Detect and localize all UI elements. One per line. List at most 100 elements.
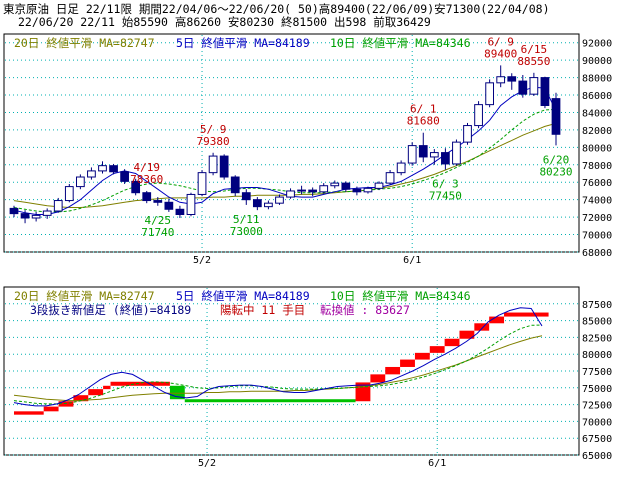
brick-up [385,366,401,375]
y-tick-label: 92000 [582,39,612,50]
candle-down [20,213,30,219]
ma10-line [13,324,543,405]
candle-panel-frame [3,33,580,253]
y-tick-label: 82500 [582,333,612,344]
y-tick-label: 65000 [582,451,612,462]
candle-down [518,80,528,95]
brick-up [14,411,44,415]
x-tick-label: 6/1 [403,255,421,266]
brick-up [88,389,104,396]
candle-up [463,125,472,143]
y-tick-label: 74000 [582,196,612,207]
annotation-price: 80230 [539,165,572,178]
candle-down [230,176,240,194]
status-text-0: 3段抜き新値足 (終値)=84189 [30,303,191,317]
candle-down [131,180,141,194]
y-tick-label: 87500 [582,300,612,311]
legend-ma5: 5日 終値平滑 MA=84189 [176,289,310,303]
candle-down [9,207,19,215]
y-tick-label: 82000 [582,126,612,137]
candle-up [197,172,207,195]
x-tick-label: 6/1 [428,458,446,469]
candle-up [363,187,373,193]
candle-series [9,65,561,224]
candle-down [175,208,185,216]
break-panel-status: 3段抜き新値足 (終値)=84189 陽転中 11 手目 転換値 : 83627 [30,303,410,317]
annotation-price: 79380 [197,135,230,148]
y-tick-label: 77500 [582,367,612,378]
y-tick-label: 68000 [582,248,612,259]
y-tick-label: 90000 [582,56,612,67]
annotation-price: 73000 [230,225,263,238]
x-tick-label: 5/2 [198,458,216,469]
brick-up [444,338,460,347]
candle-down [109,165,118,173]
y-tick-label: 70000 [582,231,612,242]
legend-ma10: 10日 終値平滑 MA=84346 [330,36,471,50]
candle-down [153,200,163,203]
candle-up [64,186,74,202]
candle-up [452,141,461,165]
y-tick-label: 88000 [582,74,612,85]
annotation-date: 4/25 [145,214,172,227]
ma20-line [13,122,557,208]
candle-up [53,200,63,212]
candle-up [87,170,96,178]
candle-down [142,192,152,202]
candle-down [241,192,251,201]
candle-panel-x-axis: 5/2 6/1 [193,255,421,266]
candle-down [352,188,362,193]
candle-up [275,196,284,204]
candle-up [264,202,273,208]
brick-up [73,395,89,402]
brick-up [489,316,505,324]
header-line-2: 22/06/20 22/11 始85590 高86260 安80230 終815… [18,15,431,29]
annotation-date: 4/19 [133,161,160,174]
candle-down [507,76,517,82]
y-tick-label: 72500 [582,401,612,412]
y-tick-label: 80000 [582,143,612,154]
candle-down [164,201,174,210]
brick-up [400,359,415,367]
candle-up [31,214,41,219]
brick-up [459,330,475,339]
candle-up [429,152,439,158]
candle-up [330,182,340,187]
brick-up [110,381,170,386]
y-tick-label: 76000 [582,178,612,189]
candle-up [529,77,539,95]
brick-up [474,323,490,331]
annotation-price: 78360 [130,173,163,186]
candle-up [98,165,107,172]
candle-down [441,152,450,165]
annotation-date: 5/11 [233,213,260,226]
ma10-line [13,109,557,213]
legend-ma5: 5日 終値平滑 MA=84189 [176,36,310,50]
header-line-1: 東京原油 日足 22/11限 期間22/04/06〜22/06/20( 50)高… [3,2,550,16]
candle-down [418,145,428,158]
status-text-1: 陽転中 11 手目 [220,303,305,317]
annotation-date: 6/ 3 [432,178,459,191]
annotation-date: 5/ 9 [200,123,227,136]
candle-up [485,82,495,106]
annotation-price: 81680 [407,115,440,128]
break-panel-x-axis: 5/2 6/1 [198,458,446,469]
candle-panel-y-axis: 68000 70000 72000 74000 76000 78000 80000 82000… [582,39,612,259]
candle-up [42,210,52,216]
break-panel-ma-lines [13,307,543,407]
candle-up [385,172,395,184]
candle-up [75,176,85,188]
y-tick-label: 85000 [582,317,612,328]
candle-down [540,77,550,107]
annotation-date: 6/15 [521,43,548,56]
candle-down [551,98,561,135]
candle-up [407,145,417,164]
y-tick-label: 86000 [582,91,612,102]
candle-down [219,155,229,178]
candle-up [286,190,295,198]
candle-up [297,189,306,192]
candle-up [186,193,196,216]
y-tick-label: 75000 [582,384,612,395]
